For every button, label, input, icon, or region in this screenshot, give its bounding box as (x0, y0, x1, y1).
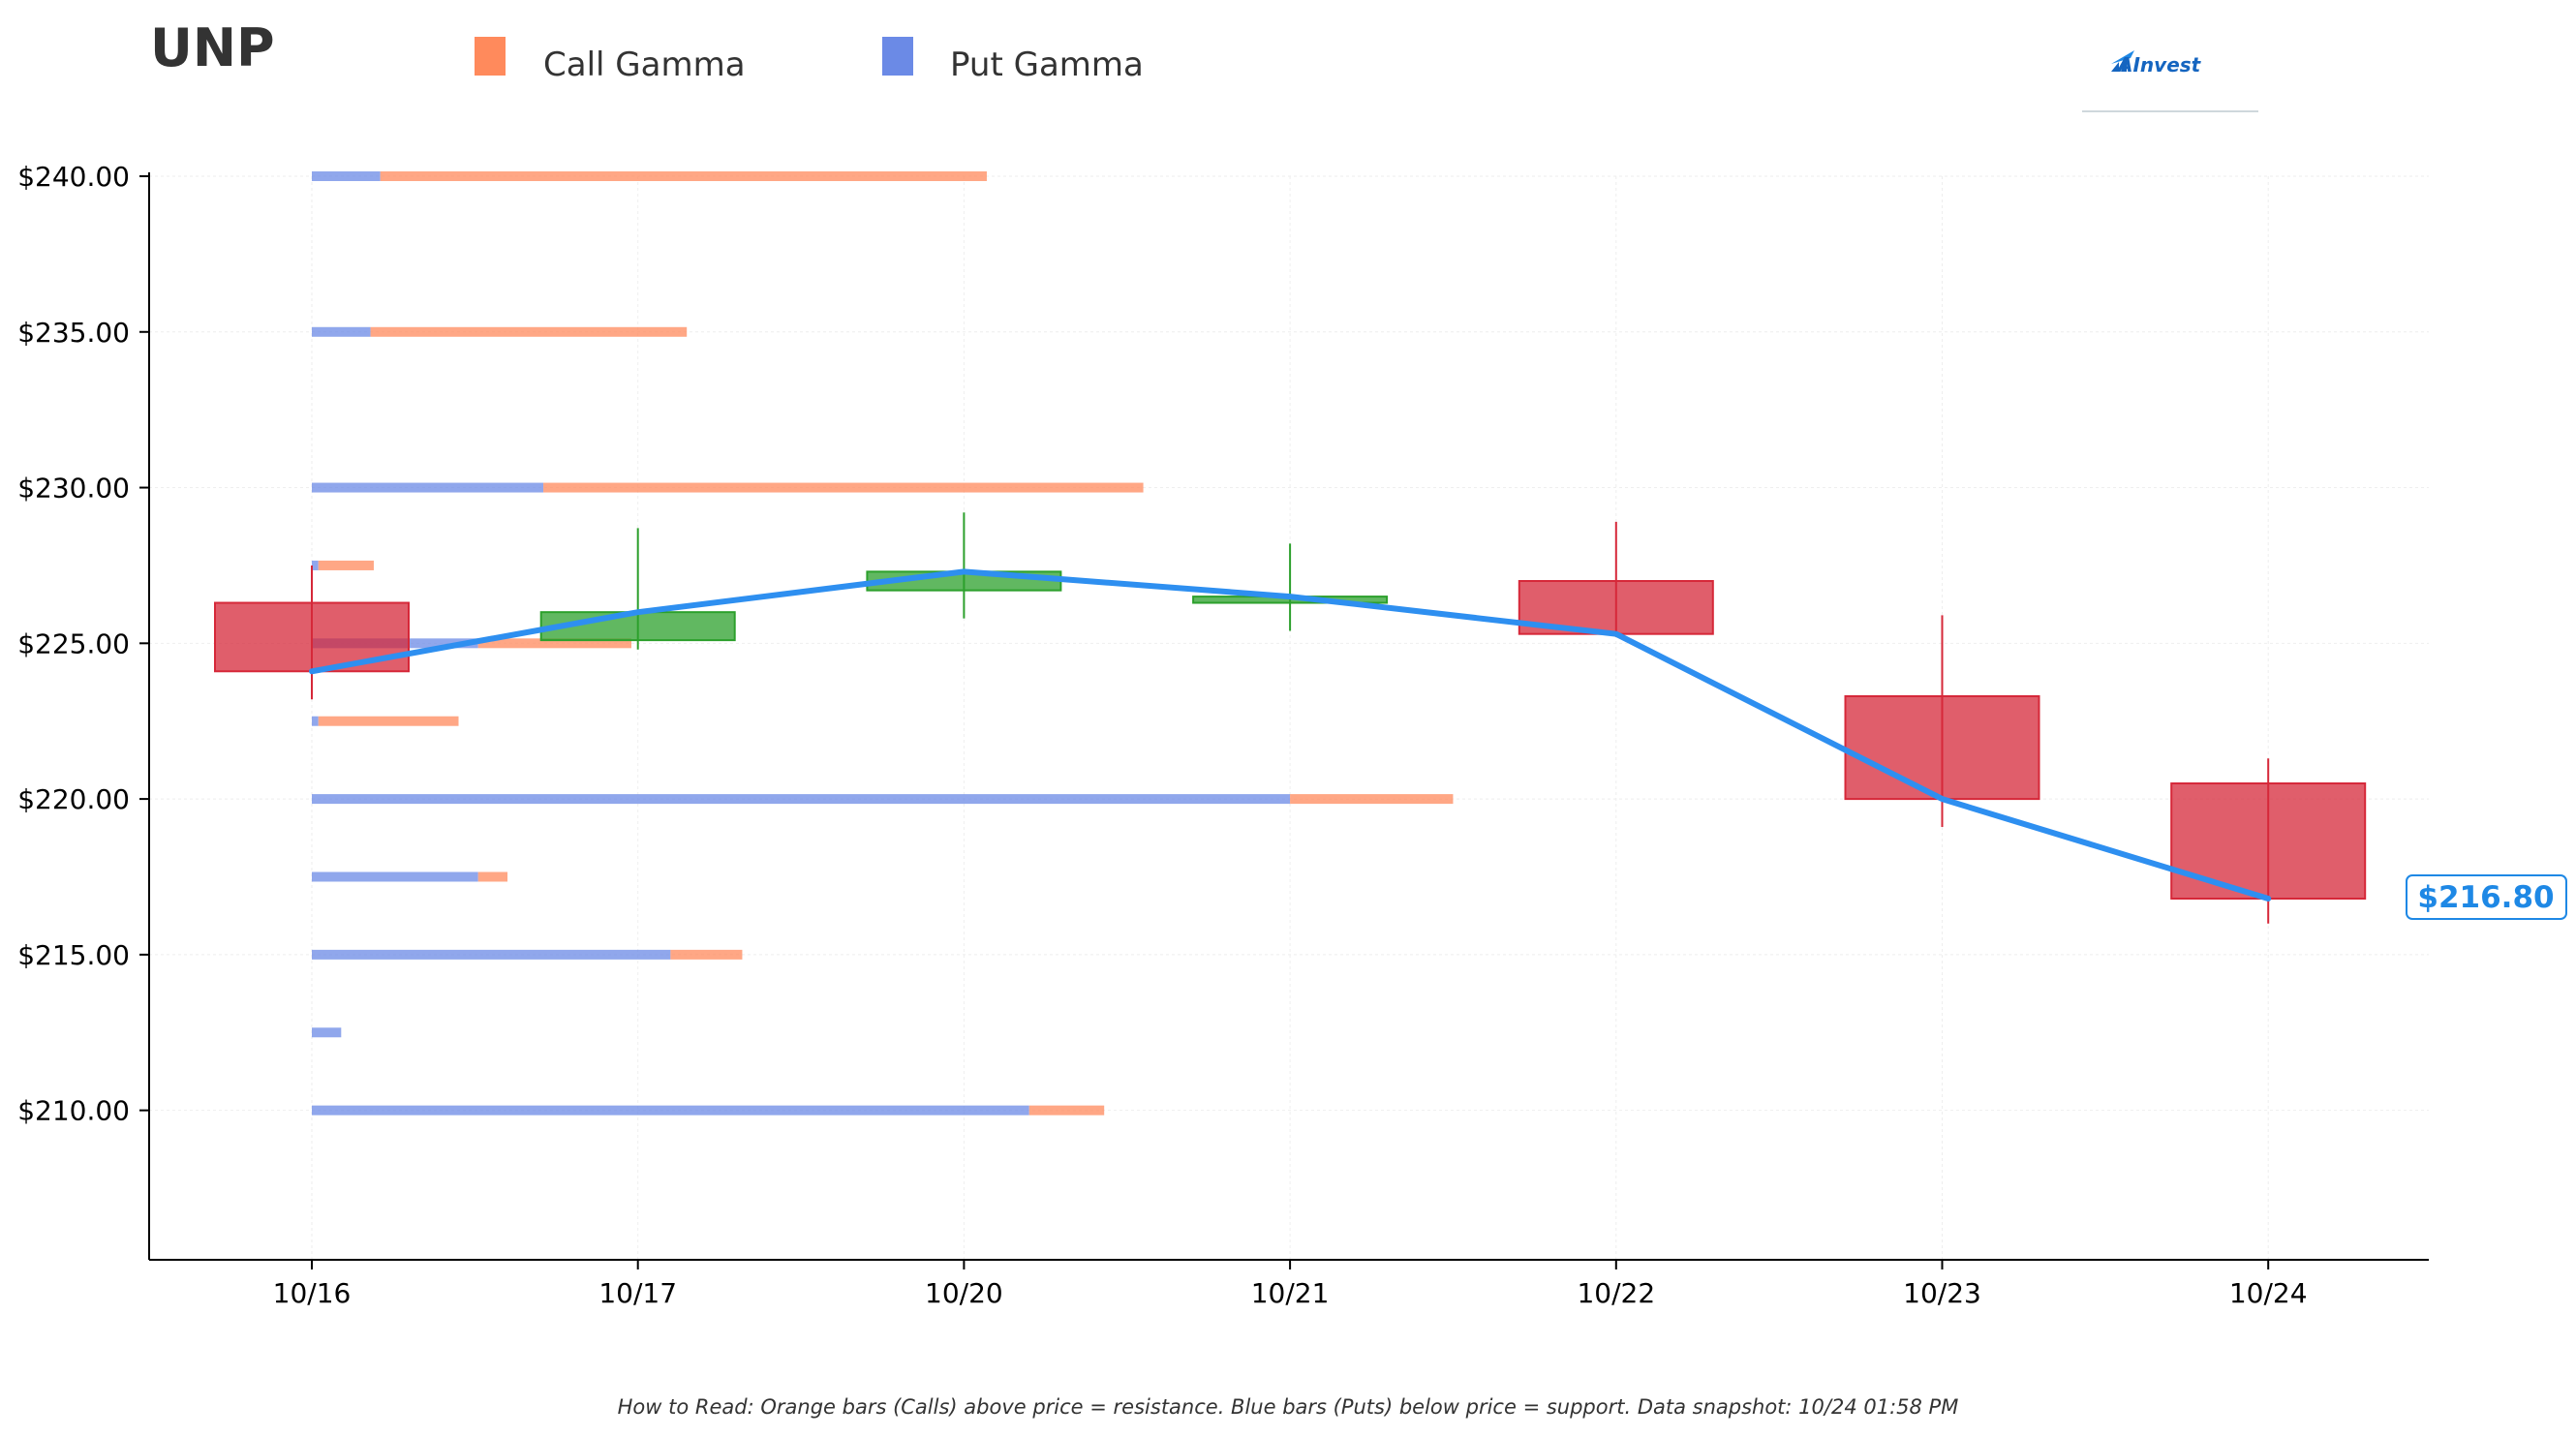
put-gamma-bar (312, 171, 381, 181)
put-gamma-swatch (882, 37, 913, 76)
call-gamma-bar (1290, 794, 1454, 805)
current-price-label: $216.80 (2417, 880, 2554, 915)
x-tick-label: 10/24 (2229, 1277, 2308, 1309)
put-gamma-bar (312, 716, 319, 726)
call-gamma-bar (380, 171, 987, 181)
candle-body (1844, 694, 2040, 801)
current-price-box (2406, 874, 2567, 920)
current-price-callout: $216.80 (2406, 874, 2567, 920)
legend: Call Gamma Put Gamma (475, 37, 1144, 84)
x-tick-label: 10/20 (925, 1277, 1003, 1309)
y-tick-label: $240.00 (17, 161, 130, 193)
x-tick-label: 10/22 (1577, 1277, 1655, 1309)
y-tick-label: $230.00 (17, 473, 130, 504)
put-gamma-bar (312, 794, 1291, 805)
x-tick-label: 10/16 (273, 1277, 352, 1309)
put-gamma-legend-label: Put Gamma (950, 46, 1144, 84)
put-gamma-bar (312, 1105, 1029, 1116)
ainvest-logo: AInvest (2082, 50, 2258, 112)
put-gamma-bar (312, 482, 544, 493)
x-tick-label: 10/17 (598, 1277, 677, 1309)
chart-arrow-icon (2111, 50, 2134, 72)
grid (149, 175, 2429, 1260)
y-axis-ticks: $210.00 $215.00 $220.00 $225.00 $230.00 $235.… (17, 161, 149, 1127)
call-gamma-bar (477, 871, 508, 882)
x-tick-label: 10/23 (1903, 1277, 1981, 1309)
ticker-symbol: UNP (150, 17, 275, 78)
call-gamma-swatch (475, 37, 506, 76)
call-gamma-bar (543, 482, 1144, 493)
y-tick-label: $235.00 (17, 317, 130, 349)
how-to-read-note: How to Read: Orange bars (Calls) above p… (618, 1395, 1959, 1419)
put-gamma-bar (312, 949, 671, 960)
put-gamma-bar (312, 1027, 342, 1038)
candle-body (2170, 782, 2367, 901)
put-gamma-bar (312, 326, 371, 337)
call-gamma-bar (318, 560, 374, 570)
logo-text: AInvest (2116, 53, 2202, 76)
close-line-path (309, 568, 2272, 902)
y-tick-label: $215.00 (17, 939, 130, 971)
put-gamma-bar (312, 871, 478, 882)
axes (148, 172, 2429, 1261)
call-gamma-bar (318, 716, 459, 726)
y-tick-label: $225.00 (17, 627, 130, 659)
x-tick-label: 10/21 (1251, 1277, 1330, 1309)
y-tick-label: $210.00 (17, 1095, 130, 1127)
call-gamma-bar (670, 949, 743, 960)
y-tick-label: $220.00 (17, 783, 130, 815)
close-price-line (309, 568, 2272, 902)
call-gamma-bar (370, 326, 688, 337)
put-gamma-bar (312, 560, 319, 570)
call-gamma-legend-label: Call Gamma (543, 46, 746, 84)
x-axis-ticks: 10/16 10/17 10/20 10/21 10/22 10/23 10/24 (273, 1260, 2308, 1309)
gamma-bars (312, 171, 1454, 1116)
call-gamma-bar (477, 638, 631, 649)
call-gamma-bar (1028, 1105, 1105, 1116)
